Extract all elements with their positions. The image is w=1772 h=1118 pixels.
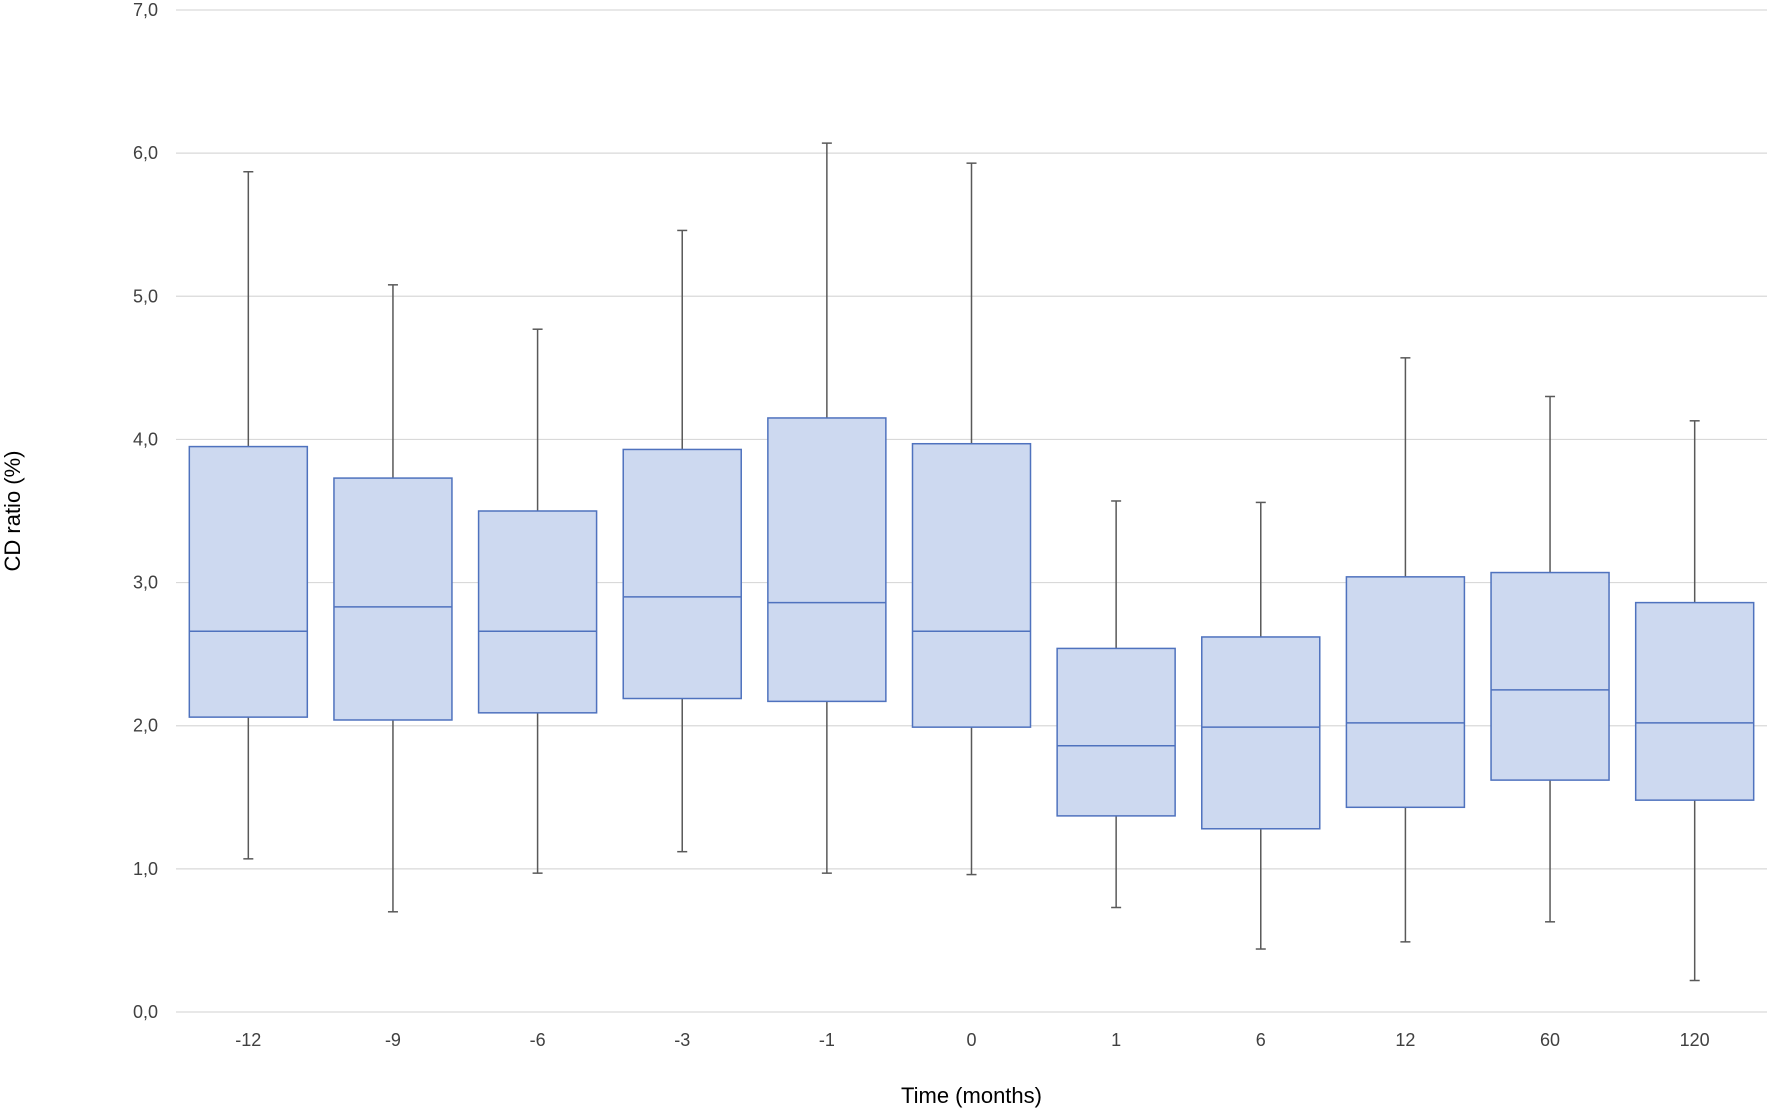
x-tick-label: -1 <box>819 1030 835 1050</box>
box-0 <box>911 162 1032 876</box>
box-6 <box>1201 501 1321 950</box>
x-tick-label: 0 <box>966 1030 976 1050</box>
interquartile-box <box>1345 576 1466 809</box>
interquartile-box <box>1056 647 1176 817</box>
x-tick-label: 12 <box>1395 1030 1415 1050</box>
x-axis-title: Time (months) <box>901 1083 1042 1108</box>
interquartile-box <box>767 417 887 703</box>
interquartile-box <box>1201 636 1321 830</box>
y-tick-label: 0,0 <box>133 1002 158 1022</box>
interquartile-box <box>333 477 453 721</box>
interquartile-box <box>477 510 598 714</box>
box--1 <box>767 142 887 874</box>
y-tick-label: 1,0 <box>133 859 158 879</box>
box--6 <box>477 328 598 874</box>
interquartile-box <box>1490 571 1610 781</box>
y-tick-label: 2,0 <box>133 716 158 736</box>
y-tick-label: 3,0 <box>133 573 158 593</box>
interquartile-box <box>1634 601 1755 801</box>
y-axis-title: CD ratio (%) <box>0 450 25 571</box>
y-tick-label: 4,0 <box>133 429 158 449</box>
box-60 <box>1490 395 1610 923</box>
interquartile-box <box>911 442 1032 728</box>
box-12 <box>1345 357 1466 943</box>
x-tick-label: -3 <box>674 1030 690 1050</box>
box-120 <box>1634 420 1755 982</box>
box--3 <box>622 229 742 853</box>
box--9 <box>333 284 453 913</box>
x-tick-label: -12 <box>235 1030 261 1050</box>
y-tick-label: 5,0 <box>133 286 158 306</box>
box--12 <box>188 171 309 860</box>
x-tick-label: -9 <box>385 1030 401 1050</box>
box-series <box>188 142 1755 982</box>
y-axis-tick-labels: 0,0 1,0 2,0 3,0 4,0 5,0 6,0 7,0 <box>133 0 158 1022</box>
x-tick-label: 120 <box>1680 1030 1710 1050</box>
x-axis-tick-labels: -12 -9 -6 -3 -1 0 1 6 12 60 120 <box>235 1030 1709 1050</box>
x-tick-label: -6 <box>530 1030 546 1050</box>
x-tick-label: 1 <box>1111 1030 1121 1050</box>
x-tick-label: 6 <box>1256 1030 1266 1050</box>
interquartile-box <box>622 448 742 700</box>
interquartile-box <box>188 445 309 718</box>
y-tick-label: 7,0 <box>133 0 158 20</box>
box-1 <box>1056 500 1176 909</box>
y-tick-label: 6,0 <box>133 143 158 163</box>
x-tick-label: 60 <box>1540 1030 1560 1050</box>
